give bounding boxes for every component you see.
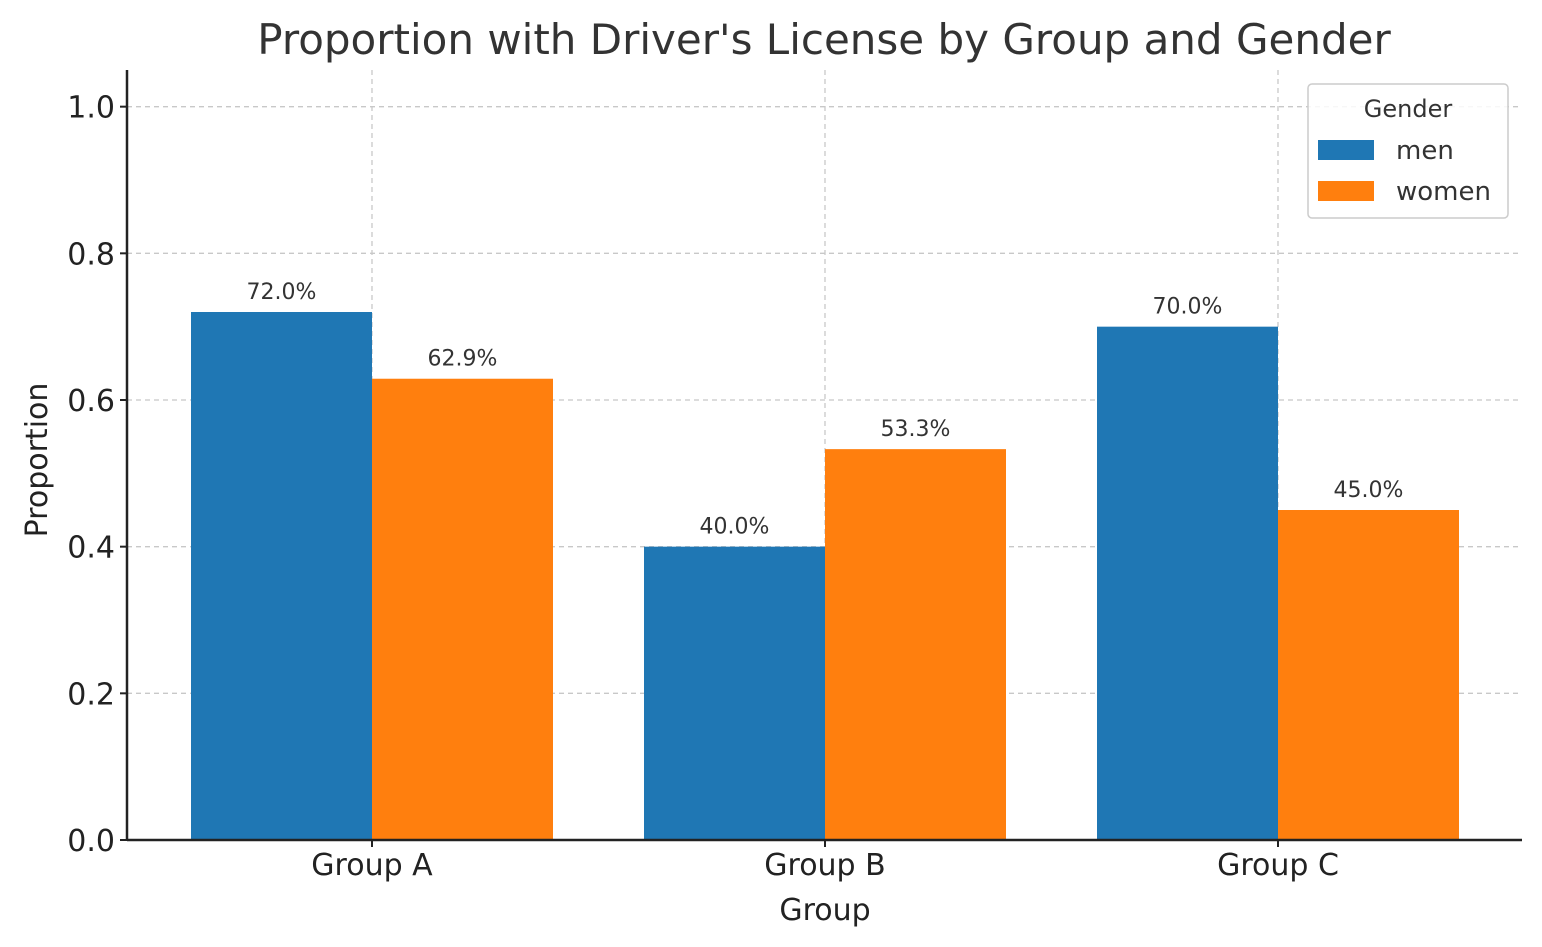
legend-swatch-women [1318, 181, 1374, 201]
bar-men-group-a [191, 312, 372, 840]
y-tick-label: 0.2 [67, 677, 115, 712]
chart-title: Proportion with Driver's License by Grou… [257, 15, 1391, 64]
bar-women-group-a [372, 378, 553, 840]
legend-swatch-men [1318, 140, 1374, 160]
y-axis-label: Proportion [20, 383, 55, 538]
data-label: 72.0% [247, 280, 317, 305]
legend: Gender men women [1307, 83, 1509, 219]
data-label: 53.3% [881, 417, 951, 442]
y-tick-label: 0.4 [67, 531, 115, 566]
y-tick-label: 0.0 [67, 824, 115, 859]
bar-men-group-c [1097, 326, 1278, 841]
legend-label-women: women [1396, 177, 1491, 207]
y-tick-label: 0.6 [67, 384, 115, 419]
legend-label-men: men [1396, 136, 1454, 166]
data-label: 45.0% [1334, 478, 1404, 503]
bar-women-group-c [1278, 510, 1459, 840]
bar-men-group-b [644, 546, 825, 840]
data-labels: 72.0% 40.0% 70.0% 62.9% 53.3% 45.0% [247, 280, 1404, 540]
data-label: 40.0% [700, 515, 770, 540]
y-tick-label: 0.8 [67, 237, 115, 272]
data-label: 70.0% [1153, 295, 1223, 320]
bar-women-group-b [825, 449, 1006, 840]
axes: 0.0 0.2 0.4 0.6 0.8 1.0 Group A Group B Group C [67, 70, 1522, 883]
bars [191, 312, 1459, 841]
legend-title: Gender [1364, 95, 1453, 123]
x-tick-label: Group C [1217, 848, 1339, 883]
x-tick-label: Group A [311, 848, 433, 883]
x-axis-label: Group [779, 893, 870, 928]
data-label: 62.9% [428, 347, 498, 372]
x-tick-label: Group B [764, 848, 885, 883]
y-tick-label: 1.0 [67, 91, 115, 126]
